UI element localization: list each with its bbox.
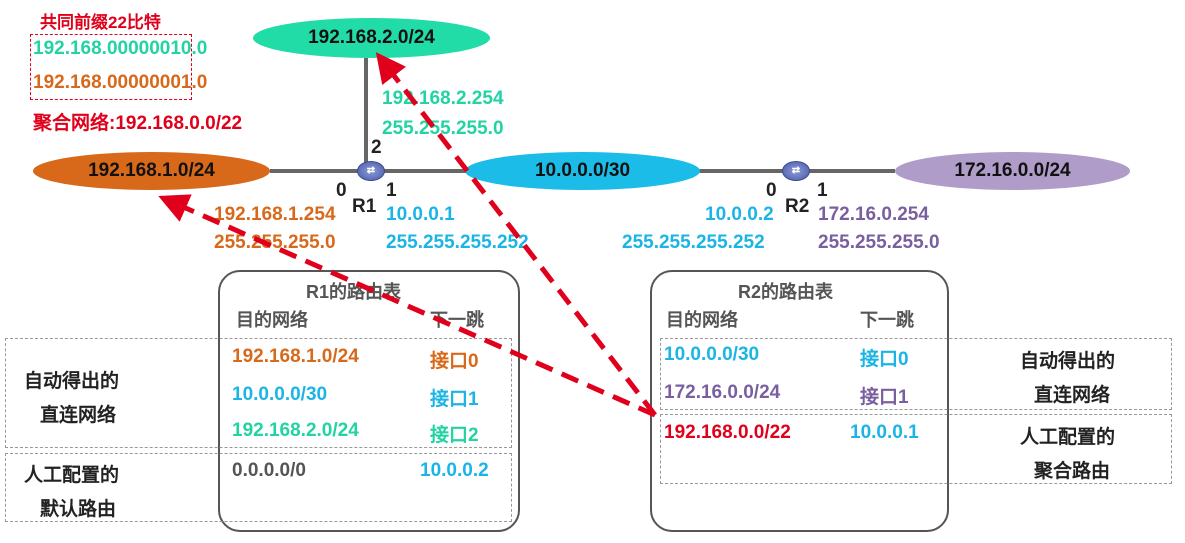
r2-port-0: 0 xyxy=(766,180,777,201)
r2-if1-mask: 255.255.255.0 xyxy=(818,232,940,253)
r1-direct-group xyxy=(5,338,512,448)
network-192-168-2: 192.168.2.0/24 xyxy=(253,18,490,58)
r1-routing-table xyxy=(218,270,520,532)
r2-row-next: 接口0 xyxy=(860,349,909,370)
r1-row-dest: 0.0.0.0/0 xyxy=(232,460,306,481)
arrow-to-192-168-2 xyxy=(375,52,657,417)
r1-row-next: 10.0.0.2 xyxy=(420,460,489,481)
r2-direct-group xyxy=(660,338,1172,410)
r1-if2-ip: 192.168.2.254 xyxy=(382,88,504,109)
r1-table-title: R1的路由表 xyxy=(306,282,402,302)
r1-if0-mask: 255.255.255.0 xyxy=(214,232,336,253)
r1-if1-mask: 255.255.255.252 xyxy=(386,232,529,253)
r2-row-dest: 192.168.0.0/22 xyxy=(664,422,791,443)
r2-routing-table xyxy=(650,270,949,532)
arrow-to-192-168-1 xyxy=(158,194,657,418)
r2-row-dest: 10.0.0.0/30 xyxy=(664,344,760,365)
binary-network-1: 192.168.00000001.0 xyxy=(33,72,208,93)
r2-if0-mask: 255.255.255.252 xyxy=(622,232,765,253)
r1-port-1: 1 xyxy=(386,180,397,201)
r1-row-dest: 10.0.0.0/30 xyxy=(232,384,328,405)
r1-row-dest: 192.168.1.0/24 xyxy=(232,346,359,367)
r1-col-next: 下一跳 xyxy=(430,310,484,330)
r1-col-dest: 目的网络 xyxy=(236,310,308,330)
router-r1-icon: ⇄ xyxy=(357,161,385,181)
label-direct: 直连网络 xyxy=(1034,385,1111,406)
network-172-16-0: 172.16.0.0/24 xyxy=(895,152,1130,190)
r2-label: R2 xyxy=(785,196,810,217)
binary-network-2: 192.168.00000010.0 xyxy=(33,38,208,59)
r2-port-1: 1 xyxy=(817,180,828,201)
r2-row-next: 10.0.0.1 xyxy=(850,422,919,443)
aggregate-network: 聚合网络:192.168.0.0/22 xyxy=(33,113,243,134)
label-aggregate-route: 人工配置的 xyxy=(1020,427,1116,448)
r1-if0-ip: 192.168.1.254 xyxy=(214,204,336,225)
r1-row-next: 接口2 xyxy=(430,425,479,446)
r2-col-dest: 目的网络 xyxy=(666,310,738,330)
r1-label: R1 xyxy=(352,196,377,217)
router-r2-icon: ⇄ xyxy=(782,161,810,181)
r2-row-next: 接口1 xyxy=(860,387,909,408)
r2-col-next: 下一跳 xyxy=(860,310,914,330)
r2-if1-ip: 172.16.0.254 xyxy=(818,204,929,225)
network-10-0-0: 10.0.0.0/30 xyxy=(465,152,700,190)
r1-row-next: 接口1 xyxy=(430,389,479,410)
prefix-title: 共同前缀22比特 xyxy=(40,13,161,32)
r2-table-title: R2的路由表 xyxy=(738,282,834,302)
label-default-route: 默认路由 xyxy=(40,499,117,520)
r2-aggregate-group xyxy=(660,414,1172,484)
label-direct: 自动得出的 xyxy=(24,371,120,392)
r1-if2-mask: 255.255.255.0 xyxy=(382,118,504,139)
prefix-box xyxy=(30,34,192,100)
label-aggregate-route: 聚合路由 xyxy=(1034,461,1111,482)
r1-row-dest: 192.168.2.0/24 xyxy=(232,420,359,441)
label-default-route: 人工配置的 xyxy=(24,465,120,486)
r1-port-2: 2 xyxy=(371,137,382,158)
label-direct: 直连网络 xyxy=(40,405,117,426)
label-direct: 自动得出的 xyxy=(1020,351,1116,372)
r2-if0-ip: 10.0.0.2 xyxy=(705,204,774,225)
r1-default-group xyxy=(5,453,512,522)
r2-row-dest: 172.16.0.0/24 xyxy=(664,382,781,403)
network-192-168-1: 192.168.1.0/24 xyxy=(33,152,270,190)
r1-port-0: 0 xyxy=(336,180,347,201)
r1-if1-ip: 10.0.0.1 xyxy=(386,204,455,225)
r1-row-next: 接口0 xyxy=(430,351,479,372)
